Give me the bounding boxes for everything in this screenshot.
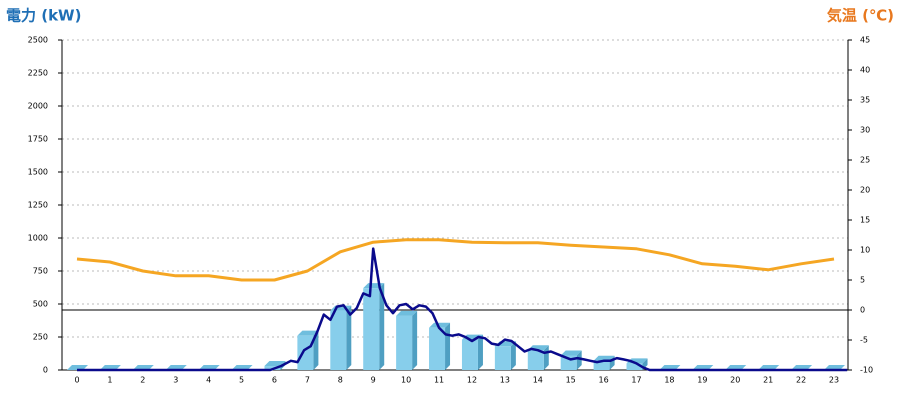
y2-tick-label: 5 [860, 276, 865, 285]
y-tick-label: 2000 [28, 102, 48, 111]
x-tick-label: 0 [74, 376, 79, 385]
y-tick-label: 1250 [28, 201, 48, 210]
bar-top [560, 350, 582, 356]
x-tick-label: 15 [566, 376, 576, 385]
bar-side [346, 305, 352, 370]
x-tick-label: 22 [796, 376, 806, 385]
y2-tick-label: 40 [860, 66, 870, 75]
x-tick-label: 6 [272, 376, 277, 385]
x-tick-label: 2 [140, 376, 145, 385]
bar [626, 363, 643, 370]
x-tick-label: 17 [631, 376, 641, 385]
bar [593, 360, 610, 370]
bar-side [445, 322, 451, 370]
y2-axis-title: 気温 (℃) [827, 7, 894, 25]
y-tick-label: 1000 [28, 234, 48, 243]
y2-tick-label: 45 [860, 36, 870, 45]
y-tick-label: 1500 [28, 168, 48, 177]
bar-side [576, 350, 582, 370]
y2-tick-label: 30 [860, 126, 870, 135]
bar [461, 339, 478, 370]
y-tick-label: 1750 [28, 135, 48, 144]
bar [527, 350, 544, 370]
x-tick-label: 10 [401, 376, 411, 385]
x-tick-label: 3 [173, 376, 178, 385]
line [77, 247, 848, 372]
x-tick-label: 4 [206, 376, 211, 385]
x-tick-label: 9 [371, 376, 376, 385]
y-tick-label: 500 [33, 300, 48, 309]
y2-tick-label: -5 [860, 336, 868, 345]
bar [363, 288, 380, 370]
bar [429, 327, 446, 370]
y2-tick-label: 25 [860, 156, 870, 165]
x-tick-label: 11 [434, 376, 444, 385]
bar-top [593, 355, 615, 361]
x-tick-label: 21 [763, 376, 773, 385]
y-tick-label: 0 [43, 366, 48, 375]
x-tick-label: 5 [239, 376, 244, 385]
y2-tick-label: 15 [860, 216, 870, 225]
x-tick-label: 7 [305, 376, 310, 385]
bar-side [477, 334, 483, 370]
bar-top [429, 322, 451, 328]
x-tick-label: 20 [730, 376, 740, 385]
bar [330, 310, 347, 370]
y-tick-label: 250 [33, 333, 48, 342]
y2-tick-label: 0 [860, 306, 865, 315]
y-tick-label: 750 [33, 267, 48, 276]
x-tick-label: 12 [467, 376, 477, 385]
bar-top [264, 361, 286, 367]
bar [494, 346, 511, 370]
x-tick-label: 18 [664, 376, 674, 385]
y-tick-label: 2500 [28, 36, 48, 45]
bar [396, 315, 413, 370]
bar-top [396, 310, 418, 316]
x-tick-label: 23 [829, 376, 839, 385]
y2-tick-label: 20 [860, 186, 870, 195]
x-tick-label: 13 [500, 376, 510, 385]
x-tick-label: 14 [533, 376, 543, 385]
y2-tick-label: 35 [860, 96, 870, 105]
y2-tick-label: -10 [860, 366, 873, 375]
bar-side [379, 283, 385, 370]
y2-tick-label: 10 [860, 246, 870, 255]
bar-side [412, 310, 418, 370]
x-tick-label: 19 [697, 376, 707, 385]
bar-side [510, 341, 516, 370]
y-tick-label: 2250 [28, 69, 48, 78]
x-tick-label: 8 [338, 376, 343, 385]
bar [297, 335, 314, 370]
bar-top [297, 330, 319, 336]
x-tick-label: 16 [599, 376, 609, 385]
y-axis-title: 電力 (kW) [6, 7, 81, 25]
x-tick-label: 1 [107, 376, 112, 385]
line [76, 238, 835, 282]
